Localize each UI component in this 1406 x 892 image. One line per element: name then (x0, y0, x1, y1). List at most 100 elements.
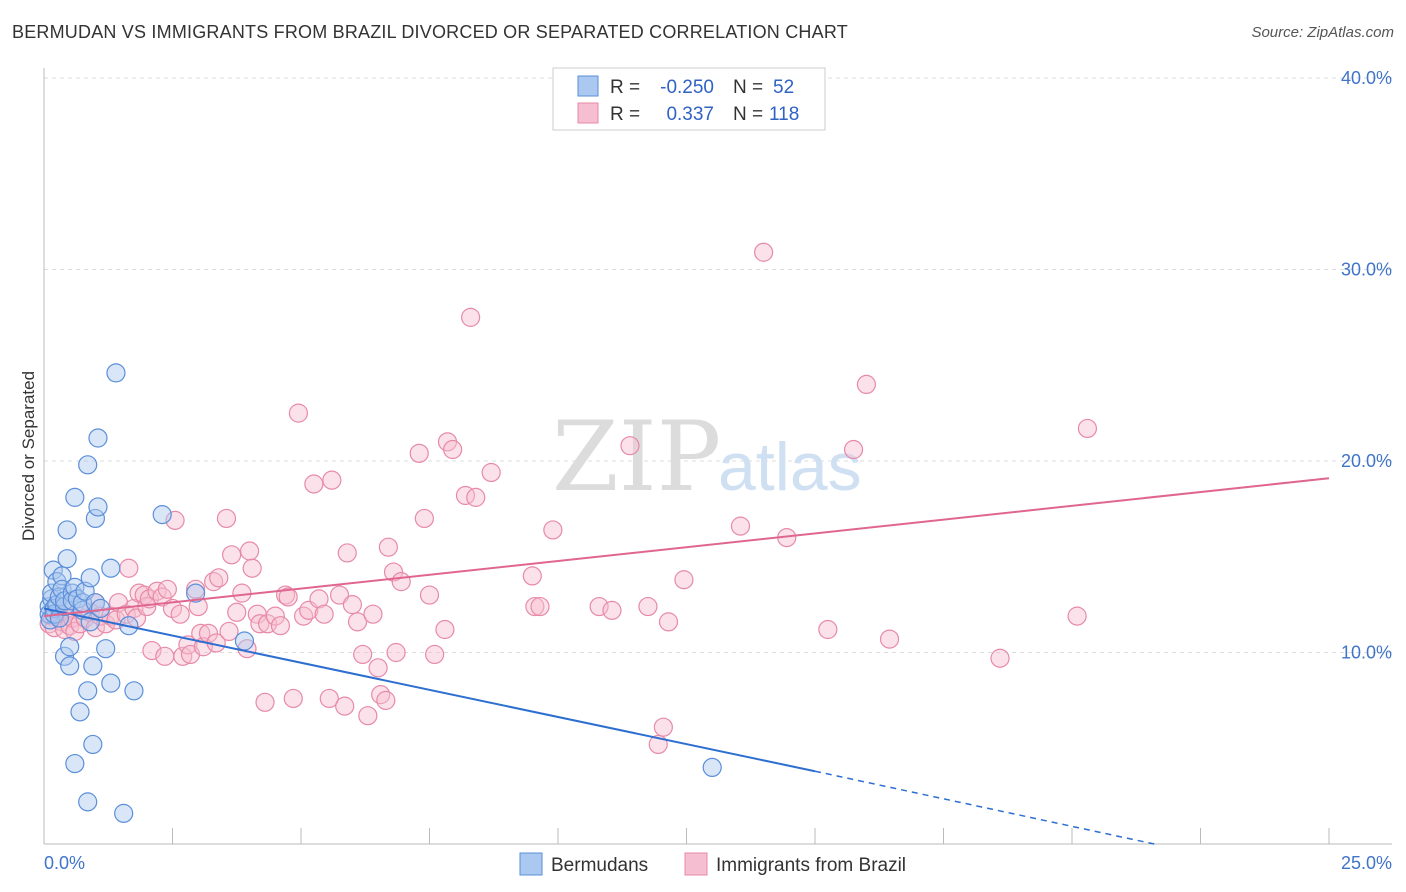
grid-lines (44, 77, 1392, 653)
brazil-point-32 (157, 579, 177, 599)
brazil-point-91 (435, 619, 455, 640)
brazil-point-111 (753, 242, 774, 262)
y-tick-label-2: 30.0% (1341, 260, 1392, 280)
y-tick-label-0: 10.0% (1341, 643, 1392, 663)
brazil-point-60 (270, 616, 291, 636)
brazil-point-107 (653, 717, 673, 737)
brazil-point-54 (242, 558, 262, 578)
brazil-point-95 (466, 487, 486, 507)
brazil-point-65 (293, 606, 314, 626)
brazil-point-88 (414, 508, 434, 529)
brazil-point-117 (990, 648, 1010, 668)
bermudan-point-26 (67, 589, 88, 609)
brazil-point-101 (543, 520, 563, 540)
brazil-point-47 (216, 508, 237, 529)
legend-r-value-brazil: 0.337 (666, 104, 714, 125)
brazil-point-78 (358, 706, 378, 726)
y-axis-label: Divorced or Separated (19, 371, 38, 541)
brazil-point-44 (204, 572, 224, 592)
bermudan-point-27 (70, 702, 90, 722)
chart-source: Source: ZipAtlas.com (1251, 24, 1394, 41)
trend-line-bermudans-extension (814, 770, 1155, 845)
bermudan-point-37 (83, 656, 103, 676)
brazil-point-76 (347, 612, 368, 632)
brazil-point-57 (255, 692, 275, 712)
bermudan-point-50 (152, 505, 172, 525)
bermudan-point-43 (96, 639, 116, 659)
brazil-point-100 (530, 596, 550, 617)
legend-swatch-bermudans (577, 75, 599, 97)
bermudan-point-12 (52, 566, 72, 586)
brazil-point-81 (371, 685, 391, 705)
brazil-point-118 (1077, 418, 1098, 439)
brazil-point-96 (461, 307, 481, 327)
bermudan-point-38 (85, 593, 106, 613)
brazil-point-48 (219, 621, 239, 642)
x-tick-label-1: 25.0% (1341, 853, 1392, 873)
bottom-legend-label-brazil: Immigrants from Brazil (716, 855, 906, 876)
bermudan-point-53 (702, 757, 722, 778)
brazil-point-75 (342, 595, 362, 615)
legend-swatch-brazil (577, 102, 599, 124)
bermudan-point-19 (60, 637, 80, 657)
brazil-point-115 (856, 374, 877, 394)
bermudan-point-40 (88, 428, 108, 448)
bermudan-point-47 (114, 803, 134, 823)
brazil-point-70 (319, 688, 339, 709)
brazil-point-97 (481, 462, 501, 483)
legend-n-label-bermudans: N = (733, 77, 763, 98)
brazil-point-83 (378, 537, 398, 557)
brazil-point-71 (322, 470, 342, 490)
y-tick-label-1: 20.0% (1341, 451, 1392, 471)
bottom-legend-label-bermudans: Bermudans (551, 855, 648, 876)
brazil-point-59 (265, 606, 285, 626)
brazil-point-98 (522, 566, 542, 586)
brazil-point-102 (589, 596, 609, 617)
chart-title: BERMUDAN VS IMMIGRANTS FROM BRAZIL DIVOR… (12, 22, 848, 42)
brazil-point-113 (818, 619, 838, 640)
legend-n-label-brazil: N = (733, 104, 763, 125)
brazil-point-99 (525, 596, 545, 617)
brazil-point-72 (329, 585, 350, 605)
brazil-point-84 (383, 562, 404, 582)
brazil-point-51 (232, 583, 252, 603)
bermudan-point-16 (54, 646, 75, 666)
brazil-point-87 (409, 443, 429, 463)
bermudan-point-35 (80, 568, 100, 588)
bermudan-point-46 (106, 363, 126, 383)
brazil-point-85 (386, 642, 406, 663)
legend-n-value-brazil: 118 (769, 104, 799, 125)
bermudan-point-32 (78, 681, 98, 701)
x-tick-label-0: 0.0% (44, 853, 85, 873)
trend-line-brazil (43, 477, 1330, 618)
watermark-zip: ZIP (552, 401, 721, 513)
brazil-point-110 (730, 516, 751, 536)
brazil-point-79 (363, 604, 383, 624)
trend-lines (43, 477, 1330, 845)
brazil-point-36 (173, 646, 193, 666)
brazil-point-86 (391, 572, 411, 592)
brazil-point-53 (240, 541, 260, 561)
brazil-point-109 (674, 570, 694, 590)
brazil-point-116 (879, 629, 900, 649)
brazil-point-119 (1067, 606, 1087, 626)
bermudan-point-23 (65, 753, 85, 774)
brazil-point-62 (278, 587, 298, 607)
bottom-legend-swatch-brazil (684, 852, 708, 876)
bermudan-point-33 (78, 455, 98, 475)
legend-n-value-bermudans: 52 (773, 77, 794, 98)
brazil-point-21 (119, 558, 139, 578)
bermudan-point-41 (88, 497, 108, 517)
brazil-point-63 (283, 688, 303, 709)
bermudan-point-39 (85, 508, 106, 529)
bermudan-point-52 (234, 631, 255, 651)
bermudan-point-24 (65, 487, 85, 507)
brazil-point-114 (843, 439, 864, 460)
brazil-point-64 (288, 403, 309, 423)
brazil-point-33 (162, 598, 183, 619)
bermudan-point-45 (101, 673, 121, 693)
y-tick-label-3: 40.0% (1341, 68, 1392, 88)
legend-r-label-brazil: R = (610, 104, 640, 125)
brazil-point-56 (250, 614, 270, 634)
trend-line-bermudans (43, 607, 816, 773)
